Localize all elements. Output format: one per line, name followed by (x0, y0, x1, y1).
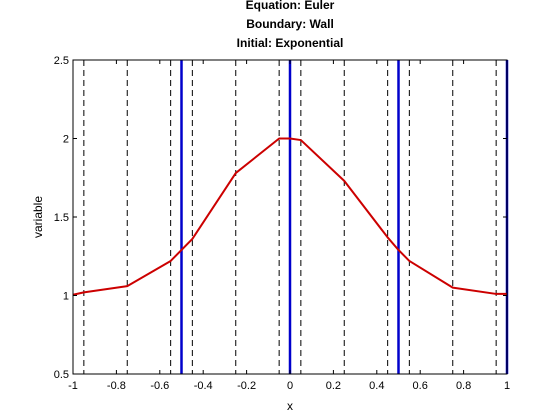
x-axis-label: x (287, 399, 293, 413)
y-tick-label-2: 1.5 (54, 212, 69, 224)
x-tick-label-3: -0.4 (194, 380, 213, 392)
x-tick-label-0: -1 (68, 380, 78, 392)
y-tick-label-0: 0.5 (54, 369, 69, 381)
x-axis-ticks: -1 -0.8 -0.6 -0.4 -0.2 0 0.2 0.4 0.6 0.8 1 (68, 60, 510, 392)
series-line-0 (72, 137, 507, 296)
x-tick-label-8: 0.6 (413, 380, 428, 392)
x-tick-label-1: -0.8 (107, 380, 126, 392)
x-tick-label-5: 0 (287, 380, 293, 392)
y-tick-label-3: 2 (63, 134, 69, 146)
y-axis-ticks: 0.5 1 1.5 2 2.5 (54, 55, 507, 381)
x-tick-label-4: -0.2 (237, 380, 256, 392)
x-tick-label-9: 0.8 (456, 380, 471, 392)
chart-title: Equation: Euler Boundary: Wall Initial: Ex… (237, 0, 344, 50)
x-tick-label-2: -0.6 (150, 380, 169, 392)
vertical-lines (83, 60, 509, 374)
title-line-2: Initial: Exponential (237, 36, 344, 50)
title-line-0: Equation: Euler (246, 0, 335, 12)
x-tick-label-6: 0.2 (326, 380, 341, 392)
y-tick-label-4: 2.5 (54, 55, 69, 67)
x-tick-label-10: 1 (504, 380, 510, 392)
series-lines (72, 137, 507, 296)
y-axis-label: variable (31, 196, 45, 238)
x-tick-label-7: 0.4 (369, 380, 384, 392)
y-tick-label-1: 1 (63, 291, 69, 303)
title-line-1: Boundary: Wall (246, 17, 334, 31)
